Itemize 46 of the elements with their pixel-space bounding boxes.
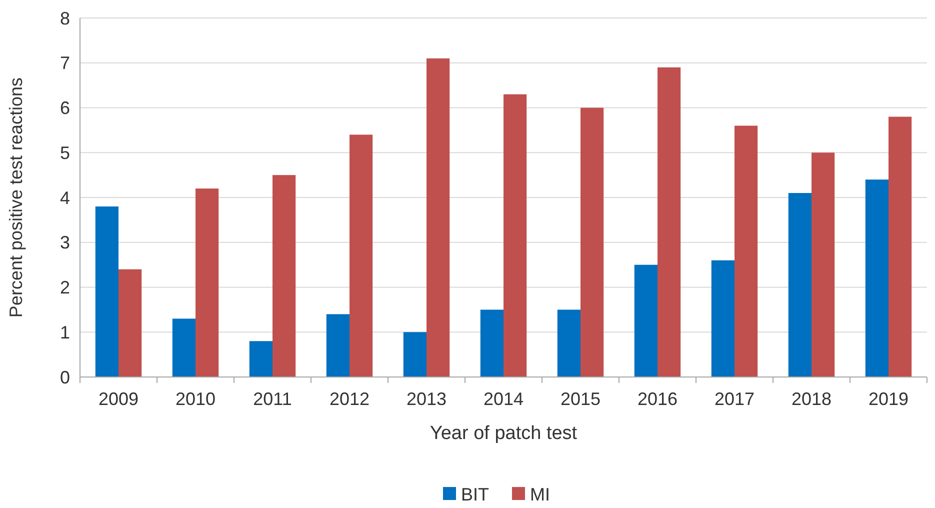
x-tick-label: 2014 xyxy=(483,389,524,409)
x-tick-label: 2015 xyxy=(560,389,601,409)
bar xyxy=(118,269,142,377)
x-tick-label: 2017 xyxy=(714,389,755,409)
bar xyxy=(350,134,373,377)
y-tick-label: 1 xyxy=(60,322,70,342)
bar xyxy=(272,175,296,377)
bar xyxy=(426,58,450,377)
bar xyxy=(634,264,658,377)
bar xyxy=(812,152,835,377)
x-tick-label: 2009 xyxy=(98,389,139,409)
bar xyxy=(196,188,219,377)
bar xyxy=(658,67,681,377)
bar xyxy=(403,332,426,377)
y-tick-label: 5 xyxy=(60,142,70,163)
bar xyxy=(480,310,504,377)
x-tick-label: 2010 xyxy=(175,389,216,409)
y-tick-label: 4 xyxy=(60,188,70,208)
bar xyxy=(95,206,118,377)
bar xyxy=(249,341,272,377)
x-tick-label: 2012 xyxy=(329,389,370,409)
bar xyxy=(888,116,912,377)
x-tick-label: 2016 xyxy=(637,389,678,409)
bar xyxy=(865,180,888,377)
x-tick-label: 2019 xyxy=(868,389,909,409)
bar xyxy=(788,193,812,377)
bar xyxy=(580,108,604,377)
x-axis-title: Year of patch test xyxy=(430,423,578,444)
x-tick-label: 2011 xyxy=(253,389,292,409)
y-tick-label: 3 xyxy=(60,232,70,253)
y-tick-label: 6 xyxy=(60,98,70,118)
y-tick-label: 2 xyxy=(60,278,70,298)
bar xyxy=(326,314,350,377)
bar xyxy=(557,310,580,377)
y-axis-title: Percent positive test reactions xyxy=(6,77,26,318)
bar xyxy=(734,126,758,377)
y-tick-label: 7 xyxy=(60,53,70,74)
legend-label: BIT xyxy=(461,484,490,504)
bar xyxy=(504,94,527,377)
bar xyxy=(172,318,196,377)
bar xyxy=(711,260,734,377)
y-tick-label: 0 xyxy=(60,367,70,388)
x-tick-label: 2013 xyxy=(406,389,447,409)
legend-label: MI xyxy=(530,484,550,504)
y-tick-label: 8 xyxy=(60,8,70,28)
x-tick-label: 2018 xyxy=(791,389,832,409)
